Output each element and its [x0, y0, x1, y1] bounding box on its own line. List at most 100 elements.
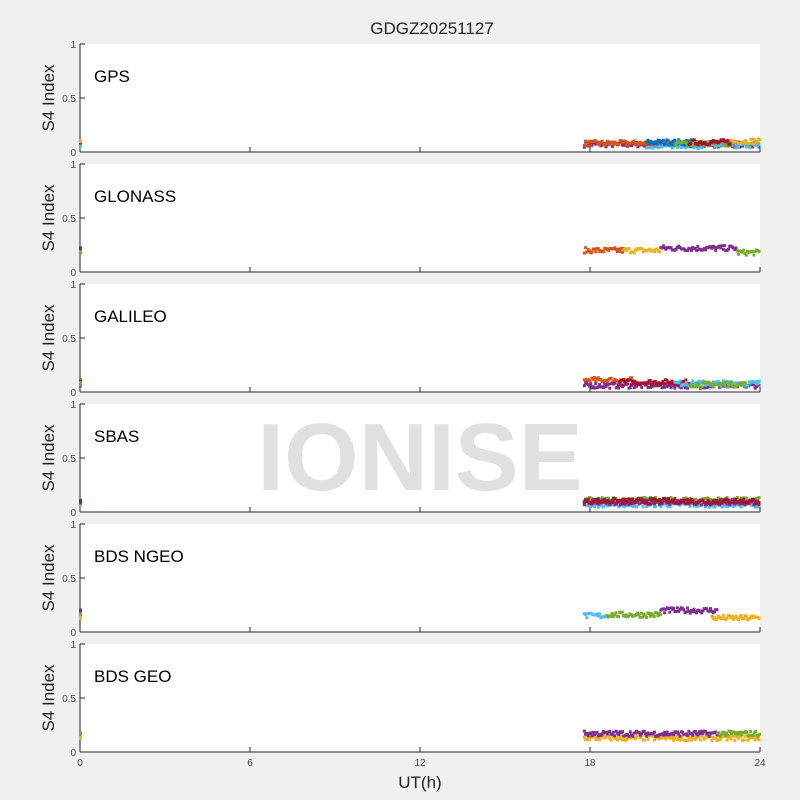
x-tick-label: 18 — [584, 758, 596, 769]
data-point — [671, 145, 675, 149]
data-point — [677, 502, 681, 506]
data-point — [604, 385, 608, 389]
y-tick-label: 1 — [70, 400, 76, 411]
data-point — [742, 385, 746, 389]
data-point — [608, 730, 612, 734]
data-point — [595, 612, 599, 616]
data-point — [675, 145, 679, 149]
data-point — [79, 499, 82, 504]
data-point — [678, 734, 682, 738]
data-point — [633, 737, 637, 741]
data-point — [617, 247, 621, 251]
data-point — [647, 142, 651, 146]
data-point — [681, 379, 685, 383]
data-point — [630, 376, 634, 380]
data-point — [601, 250, 605, 254]
data-point — [728, 729, 732, 733]
data-point — [646, 737, 650, 741]
data-point — [734, 614, 738, 618]
data-point — [621, 250, 625, 254]
data-point — [622, 504, 626, 508]
data-point — [636, 611, 640, 615]
data-point — [723, 499, 727, 503]
data-point — [590, 250, 594, 254]
data-point — [719, 384, 723, 388]
data-point — [756, 499, 760, 503]
data-point — [642, 500, 646, 504]
data-point — [732, 498, 736, 502]
data-point — [605, 381, 609, 385]
data-point — [733, 248, 737, 252]
data-point — [748, 144, 752, 148]
data-point — [616, 383, 620, 387]
data-point — [586, 734, 590, 738]
data-point — [754, 729, 758, 733]
data-point — [610, 144, 614, 148]
data-point — [603, 498, 607, 502]
data-point — [683, 738, 687, 742]
data-point — [705, 503, 709, 507]
data-point — [619, 246, 623, 250]
data-point — [707, 505, 711, 509]
data-point — [640, 385, 644, 389]
plot-area — [80, 44, 760, 152]
data-point — [646, 385, 650, 389]
data-point — [607, 496, 611, 500]
data-point — [585, 731, 589, 735]
data-point — [751, 145, 755, 149]
data-point — [587, 139, 591, 143]
data-point — [715, 617, 719, 621]
data-point — [604, 378, 608, 382]
data-point — [710, 382, 714, 386]
data-point — [686, 739, 690, 743]
data-point — [598, 383, 602, 387]
data-point — [758, 138, 762, 142]
data-point — [615, 250, 619, 254]
data-point — [594, 497, 598, 501]
data-point — [594, 379, 598, 383]
data-point — [599, 504, 603, 508]
data-point — [726, 498, 730, 502]
data-point — [744, 138, 748, 142]
data-point — [720, 505, 724, 509]
data-point — [647, 502, 651, 506]
data-point — [621, 738, 625, 742]
data-point — [717, 244, 721, 248]
data-point — [657, 145, 661, 149]
data-point — [679, 498, 683, 502]
data-point — [689, 497, 693, 501]
data-point — [616, 614, 620, 618]
data-point — [652, 497, 656, 501]
data-point — [658, 502, 662, 506]
data-point — [594, 382, 598, 386]
data-point — [757, 617, 761, 621]
data-point — [585, 143, 589, 147]
data-point — [692, 146, 696, 150]
data-point — [723, 383, 727, 387]
data-point — [593, 376, 597, 380]
data-point — [691, 610, 695, 614]
data-point — [724, 618, 728, 622]
data-point — [703, 730, 707, 734]
data-point — [694, 385, 698, 389]
data-point — [743, 503, 747, 507]
y-tick-label: 0 — [70, 628, 76, 639]
y-axis-label: S4 Index — [39, 544, 58, 612]
data-point — [79, 608, 82, 613]
data-point — [742, 383, 746, 387]
data-point — [733, 500, 737, 504]
data-point — [715, 733, 719, 737]
data-point — [700, 503, 704, 507]
data-point — [613, 734, 617, 738]
data-point — [632, 139, 636, 143]
y-tick-label: 0 — [70, 748, 76, 759]
x-axis-label: UT(h) — [398, 773, 441, 792]
data-point — [642, 729, 646, 733]
data-point — [630, 736, 634, 740]
data-point — [750, 137, 754, 141]
y-tick-label: 1 — [70, 640, 76, 651]
data-point — [638, 615, 642, 619]
data-point — [651, 734, 655, 738]
data-point — [672, 733, 676, 737]
data-point — [740, 250, 744, 254]
